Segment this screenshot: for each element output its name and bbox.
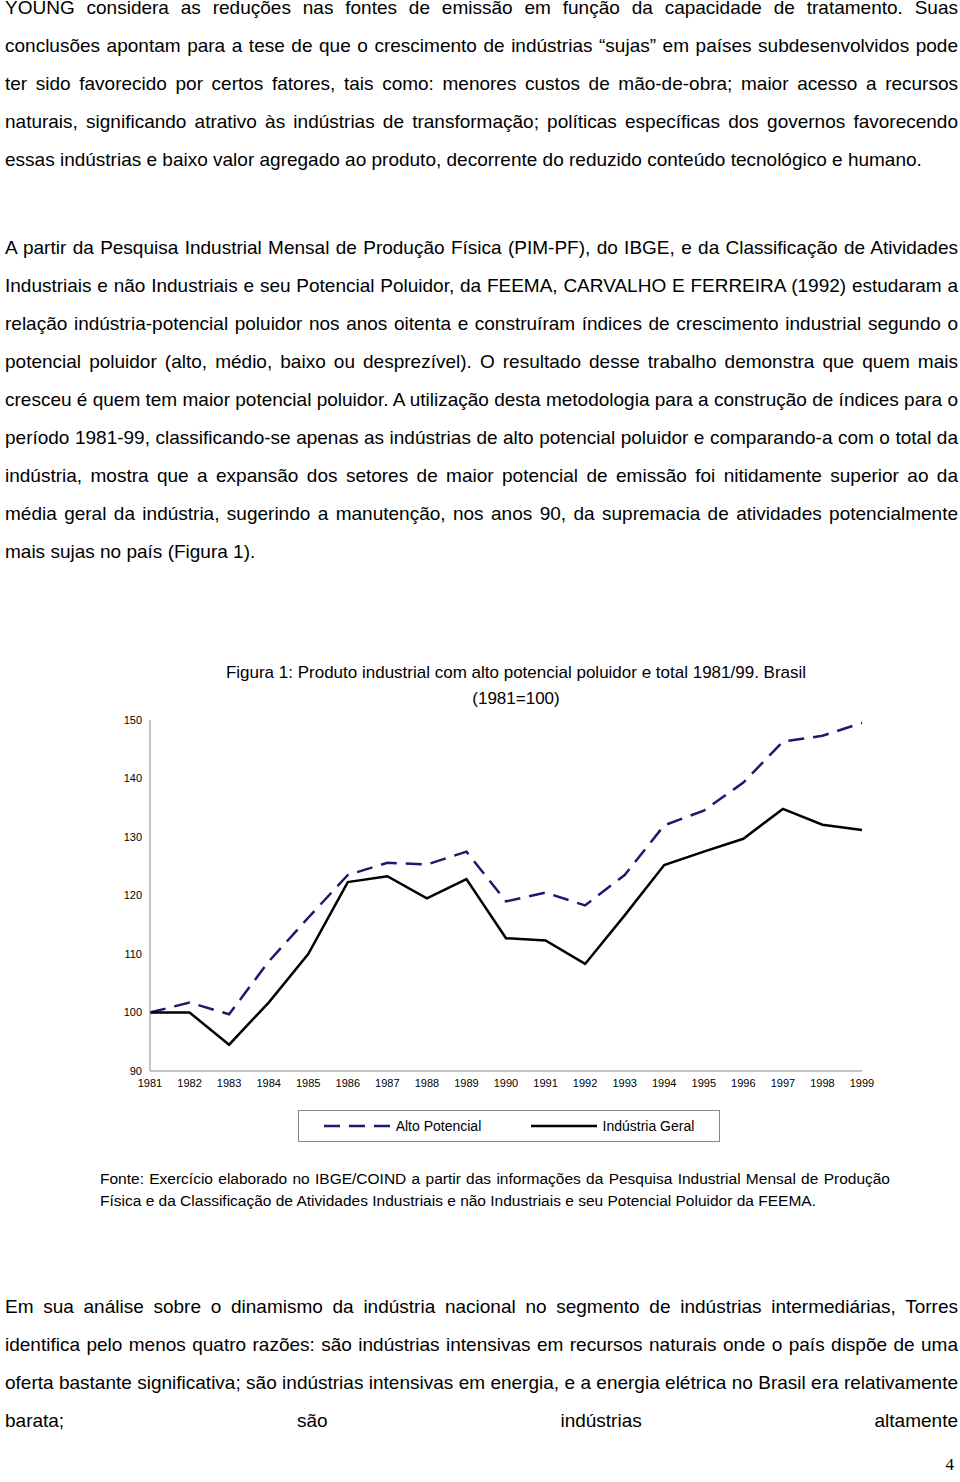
svg-text:1982: 1982 bbox=[177, 1077, 201, 1089]
svg-text:1994: 1994 bbox=[652, 1077, 676, 1089]
svg-text:130: 130 bbox=[124, 831, 142, 843]
svg-text:90: 90 bbox=[130, 1065, 142, 1077]
svg-text:100: 100 bbox=[124, 1006, 142, 1018]
svg-text:1993: 1993 bbox=[612, 1077, 636, 1089]
svg-text:1989: 1989 bbox=[454, 1077, 478, 1089]
html-text:A partir da Pesquisa Industria: A partir da Pesquisa Industrial Mensal d… bbox=[5, 237, 958, 562]
svg-text:1983: 1983 bbox=[217, 1077, 241, 1089]
svg-text:1981: 1981 bbox=[138, 1077, 162, 1089]
svg-text:120: 120 bbox=[124, 889, 142, 901]
svg-text:110: 110 bbox=[124, 948, 142, 960]
html-text:4: 4 bbox=[945, 1455, 954, 1474]
svg-text:1991: 1991 bbox=[533, 1077, 557, 1089]
svg-text:1997: 1997 bbox=[771, 1077, 795, 1089]
svg-text:150: 150 bbox=[124, 714, 142, 726]
html-text:Figura 1: Produto industrial c: Figura 1: Produto industrial com alto po… bbox=[225, 663, 807, 708]
svg-text:1999: 1999 bbox=[850, 1077, 874, 1089]
html-text:Fonte: Exercício elaborado no: Fonte: Exercício elaborado no IBGE/COIND… bbox=[100, 1170, 890, 1209]
svg-text:1996: 1996 bbox=[731, 1077, 755, 1089]
svg-text:1987: 1987 bbox=[375, 1077, 399, 1089]
html-text:Alto Potencial: Alto Potencial bbox=[395, 1118, 482, 1134]
svg-text:1984: 1984 bbox=[256, 1077, 280, 1089]
html-text:Indústria Geral: Indústria Geral bbox=[602, 1118, 695, 1134]
svg-text:1992: 1992 bbox=[573, 1077, 597, 1089]
svg-text:1985: 1985 bbox=[296, 1077, 320, 1089]
svg-text:1990: 1990 bbox=[494, 1077, 518, 1089]
svg-text:1988: 1988 bbox=[415, 1077, 439, 1089]
svg-text:1998: 1998 bbox=[810, 1077, 834, 1089]
svg-text:140: 140 bbox=[124, 772, 142, 784]
svg-text:1995: 1995 bbox=[692, 1077, 716, 1089]
html-text:Em sua análise sobre o dinamis: Em sua análise sobre o dinamismo da indú… bbox=[5, 1296, 958, 1431]
svg-text:1986: 1986 bbox=[336, 1077, 360, 1089]
